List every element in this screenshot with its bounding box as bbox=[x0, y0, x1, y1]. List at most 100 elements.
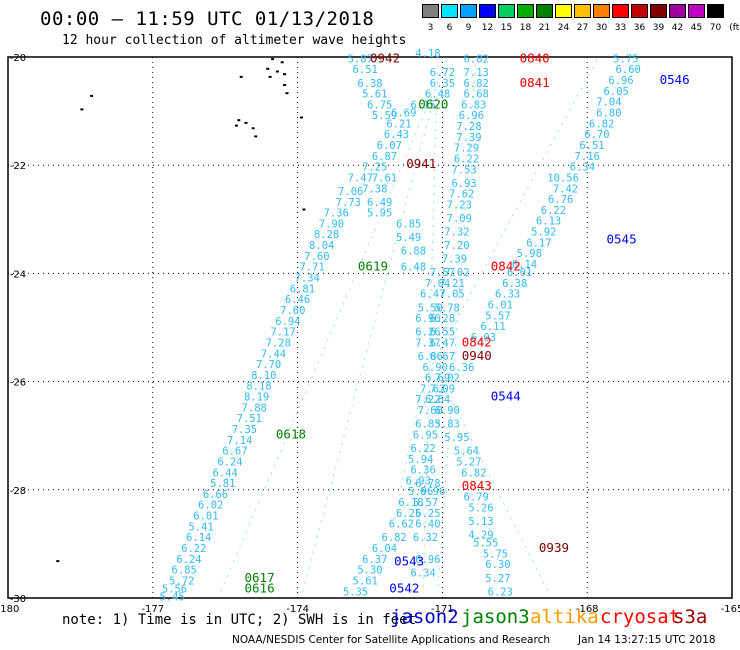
wave-height-label: 6.49 bbox=[367, 197, 392, 209]
wave-height-label: 6.67 bbox=[430, 351, 455, 363]
wave-height-label: 7.39 bbox=[442, 254, 467, 266]
wave-height-label: 6.25 bbox=[396, 508, 421, 520]
legend-item-s3a: s3a bbox=[673, 606, 708, 628]
wave-height-label: 6.33 bbox=[495, 289, 520, 301]
wave-height-label: 6.13 bbox=[536, 216, 561, 228]
wave-height-label: 6.01 bbox=[507, 267, 532, 279]
wave-height-label: 7.47 bbox=[348, 172, 373, 184]
wave-height-label: 5.30 bbox=[357, 565, 382, 577]
wave-height-label: 7.04 bbox=[596, 97, 621, 109]
pass-time-label: 0942 bbox=[370, 50, 400, 65]
credit-line: NOAA/NESDIS Center for Satellite Applica… bbox=[232, 634, 550, 646]
wave-height-label: 7.36 bbox=[324, 208, 349, 220]
land-island bbox=[239, 75, 243, 78]
wave-height-label: 6.90 bbox=[423, 362, 448, 374]
wave-height-label: 6.38 bbox=[357, 78, 382, 90]
pass-time-label: 0842 bbox=[462, 334, 492, 349]
wave-height-label: 5.75 bbox=[483, 548, 508, 560]
wave-height-label: 8.18 bbox=[246, 381, 271, 393]
pass-time-label: 0620 bbox=[418, 96, 448, 111]
pass-time-label: 0940 bbox=[462, 348, 492, 363]
land-island bbox=[90, 94, 94, 97]
land-island bbox=[283, 73, 287, 76]
wave-height-label: 6.11 bbox=[480, 321, 505, 333]
land-island bbox=[254, 135, 258, 138]
scale-label: 18 bbox=[519, 23, 532, 33]
wave-height-label: 7.09 bbox=[447, 213, 472, 225]
wave-height-label: 7.28 bbox=[266, 337, 291, 349]
wave-height-label: 6.23 bbox=[488, 586, 513, 598]
satellite-track bbox=[422, 56, 439, 593]
wave-height-label: 6.96 bbox=[459, 110, 484, 122]
wave-height-label: 6.21 bbox=[386, 118, 411, 130]
land-island bbox=[234, 124, 238, 127]
pass-time-label: 0618 bbox=[276, 426, 306, 441]
wave-height-label: 6.96 bbox=[608, 75, 633, 87]
wave-height-label: 5.95 bbox=[444, 432, 469, 444]
wave-height-label: 6.48 bbox=[425, 89, 450, 101]
wave-height-label: 6.22 bbox=[410, 443, 435, 455]
scale-swatch bbox=[536, 4, 553, 18]
land-island bbox=[302, 208, 306, 211]
wave-height-label: 7.16 bbox=[575, 151, 600, 163]
wave-height-label: 6.78 bbox=[415, 478, 440, 490]
wave-height-label: 4.29 bbox=[468, 530, 493, 542]
wave-height-label: 6.47 bbox=[420, 289, 445, 301]
wave-height-label: 6.85 bbox=[396, 218, 421, 230]
scale-swatch bbox=[422, 4, 439, 18]
legend-item-cryosat: cryosat bbox=[600, 606, 681, 628]
wave-height-label: 7.29 bbox=[454, 143, 479, 155]
wave-height-label: 7.60 bbox=[304, 251, 329, 263]
wave-height-label: 6.44 bbox=[213, 467, 238, 479]
wave-height-label: 6.87 bbox=[372, 151, 397, 163]
scale-label: 36 bbox=[633, 23, 646, 33]
wave-height-label: 5.41 bbox=[188, 521, 213, 533]
wave-height-label: 6.48 bbox=[401, 262, 426, 274]
scale-swatch bbox=[612, 4, 629, 18]
scale-label: 30 bbox=[595, 23, 608, 33]
wave-height-label: 6.36 bbox=[449, 362, 474, 374]
wave-height-label: 6.40 bbox=[415, 519, 440, 531]
legend-item-altika: altika bbox=[530, 606, 599, 628]
generated-time: Jan 14 13:27:15 UTC 2018 bbox=[578, 634, 716, 646]
wave-height-label: 6.69 bbox=[425, 373, 450, 385]
wave-height-label: 6.17 bbox=[526, 237, 551, 249]
scale-swatch bbox=[688, 4, 705, 18]
land-island bbox=[300, 116, 303, 119]
scale-label: 21 bbox=[538, 23, 551, 33]
wave-height-label: 6.75 bbox=[367, 99, 392, 111]
wave-height-label: 6.01 bbox=[193, 511, 218, 523]
wave-height-label: 6.22 bbox=[181, 543, 206, 555]
wave-height-label: 5.27 bbox=[456, 457, 481, 469]
wave-height-label: 5.57 bbox=[413, 497, 438, 509]
wave-height-label: 6.43 bbox=[384, 129, 409, 141]
wave-height-label: 6.96 bbox=[415, 554, 440, 566]
land-island bbox=[244, 121, 248, 124]
scale-label: 42 bbox=[671, 23, 684, 33]
wave-height-label: 5.94 bbox=[408, 454, 433, 466]
wave-height-label: 6.88 bbox=[401, 246, 426, 258]
satellite-track bbox=[437, 56, 477, 593]
wave-height-label: 6.07 bbox=[377, 140, 402, 152]
wave-height-label: 7.02 bbox=[444, 267, 469, 279]
wave-height-label: 7.57 bbox=[430, 267, 455, 279]
wave-height-label: 5.35 bbox=[343, 586, 368, 598]
wave-height-label: 5.57 bbox=[485, 310, 510, 322]
land-island bbox=[80, 108, 84, 111]
wave-height-label: 6.22 bbox=[454, 154, 479, 166]
lat-tick-label: -26 bbox=[10, 378, 26, 389]
wave-height-label: 7.39 bbox=[456, 132, 481, 144]
wave-height-label: 6.70 bbox=[584, 129, 609, 141]
lon-tick-label: -177 bbox=[141, 604, 164, 615]
land-island bbox=[271, 58, 275, 61]
wave-height-label: 5.83 bbox=[435, 419, 460, 431]
wave-height-label: 7.20 bbox=[444, 240, 469, 252]
wave-height-label: 7.44 bbox=[261, 348, 286, 360]
wave-height-label: 6.90 bbox=[415, 313, 440, 325]
wave-height-label: 7.05 bbox=[439, 289, 464, 301]
wave-height-label: 7.71 bbox=[299, 262, 324, 274]
lon-tick-label: -174 bbox=[286, 604, 309, 615]
wave-height-label: 8.04 bbox=[309, 240, 334, 252]
wave-height-label: 6.32 bbox=[413, 532, 438, 544]
scale-swatch bbox=[460, 4, 477, 18]
